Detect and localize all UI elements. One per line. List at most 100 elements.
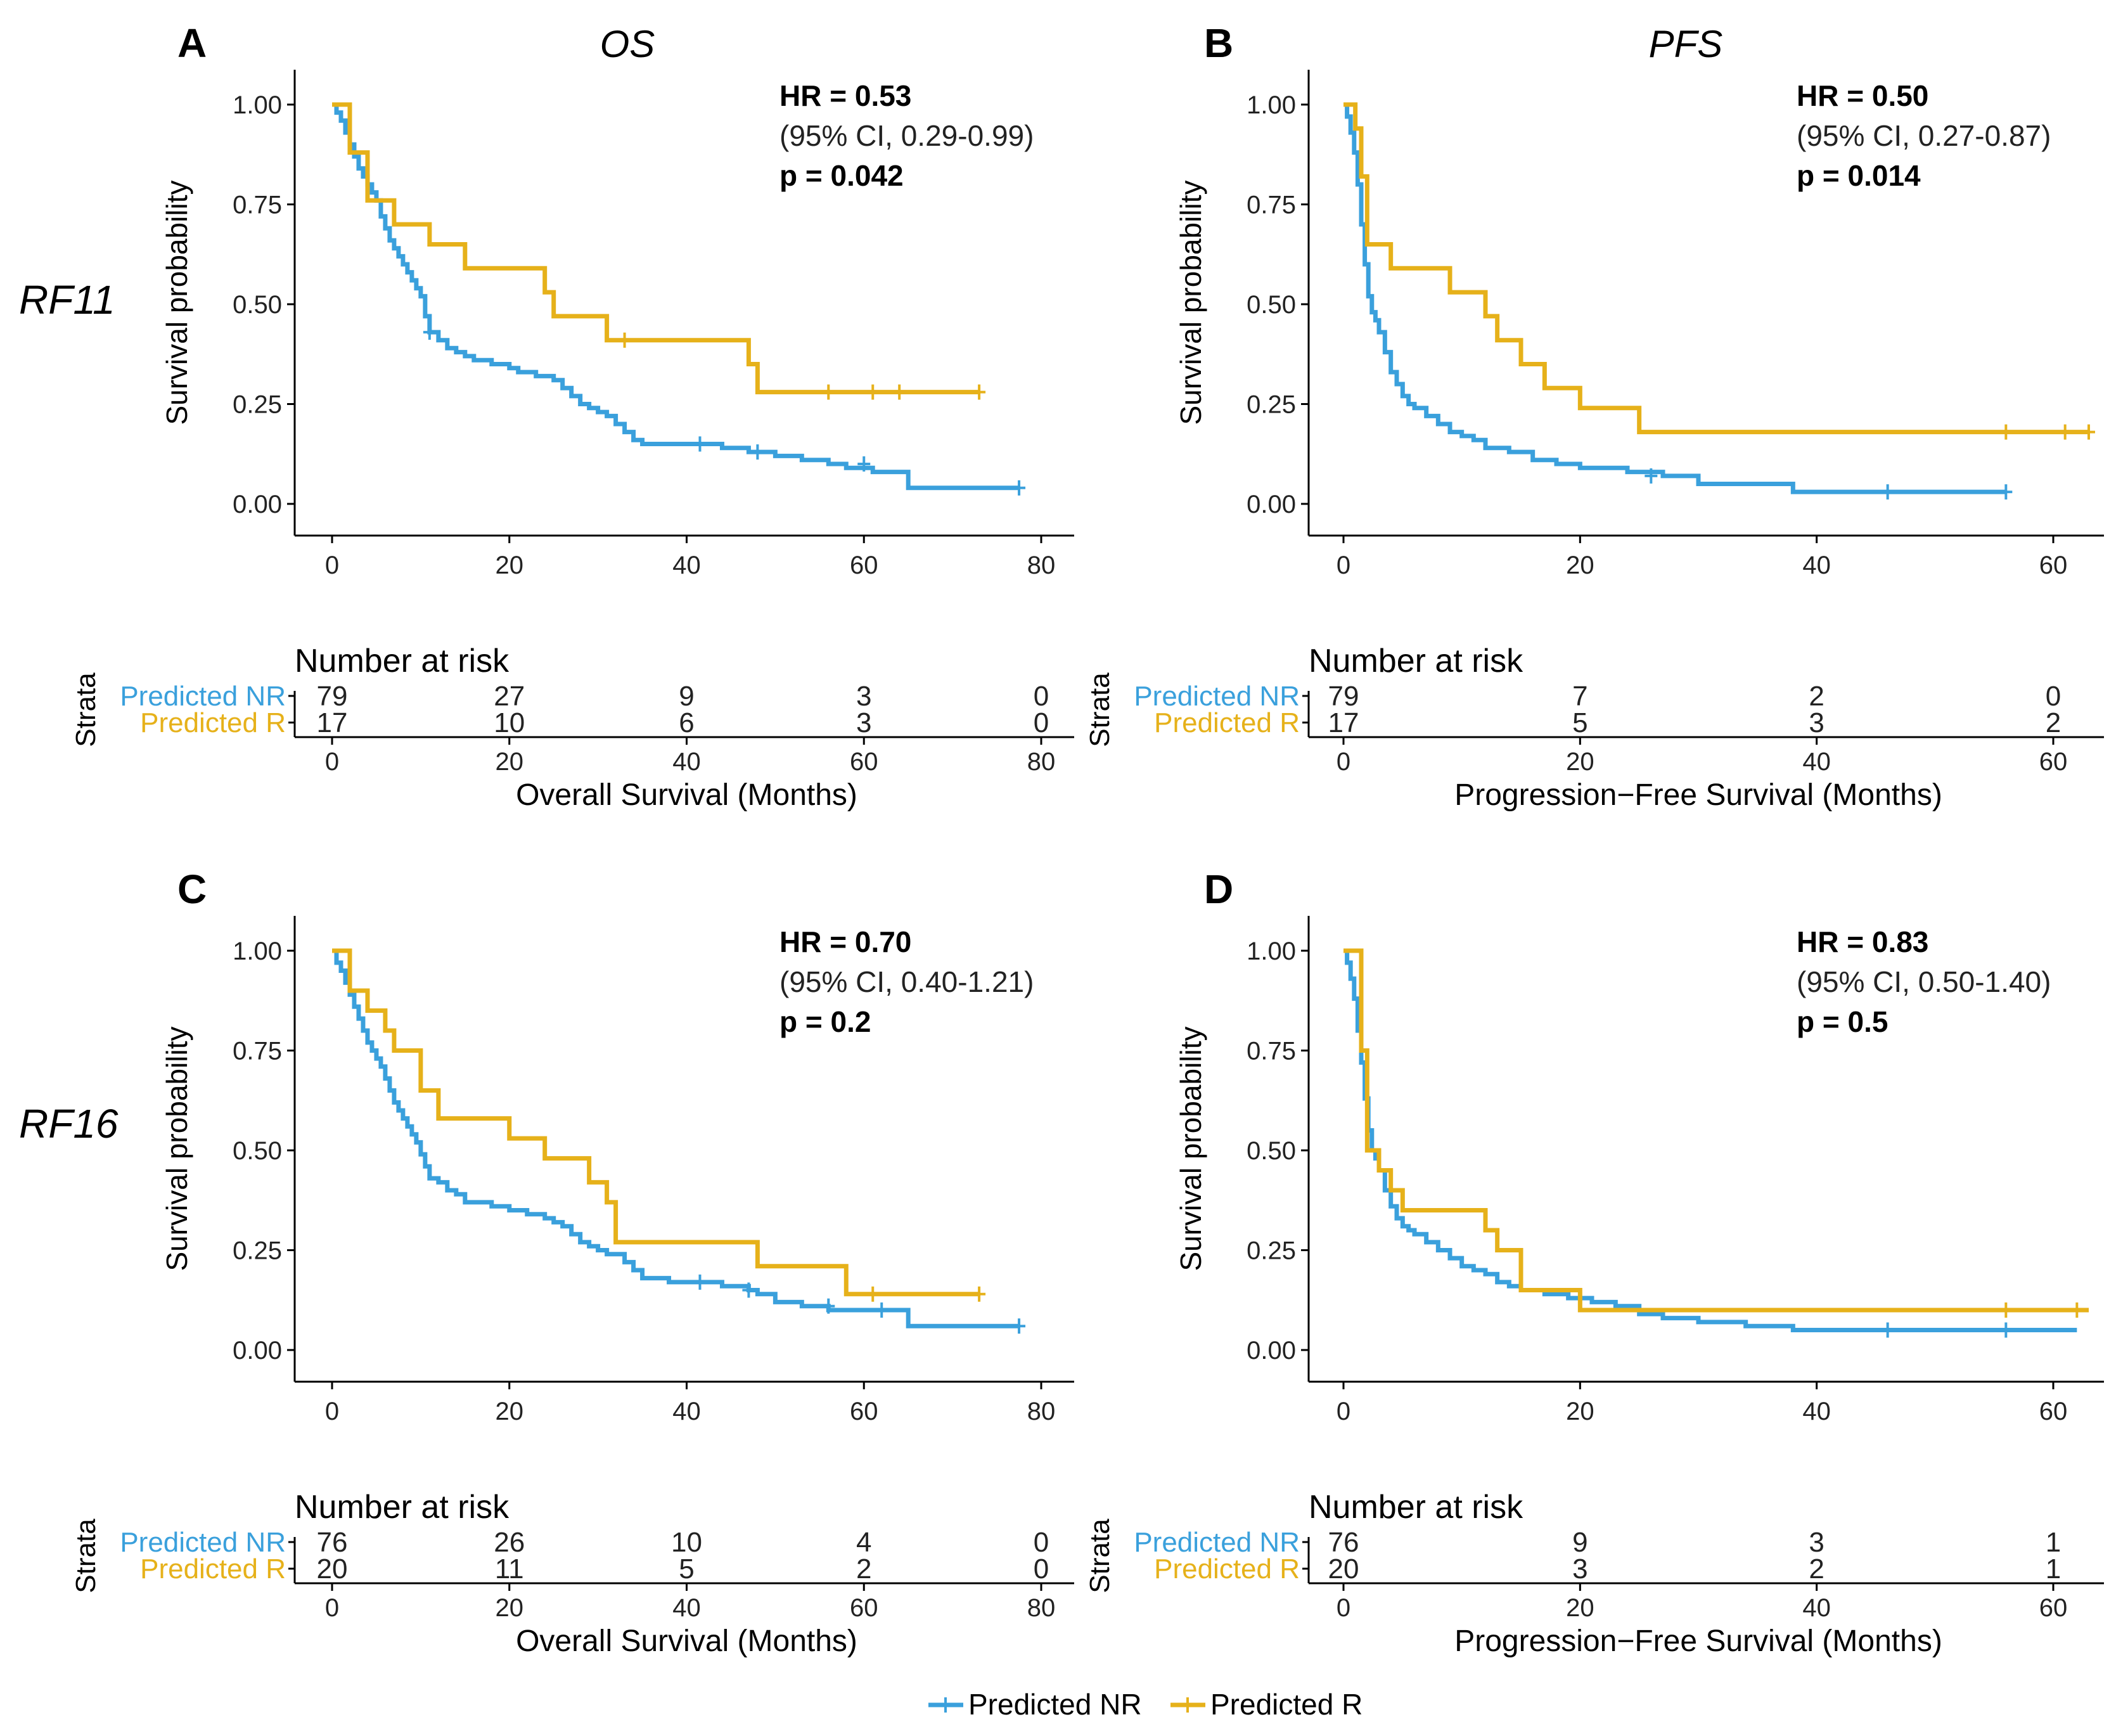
panel-b-x-tick-label: 0 (1337, 551, 1350, 579)
panel-c-risk-nr: 10 (671, 1527, 702, 1558)
col-title-pfs: PFS (1649, 23, 1723, 65)
panel-b-risk-x-tick-label: 20 (1566, 748, 1594, 776)
panel-a-y-label: Survival probability (160, 180, 193, 425)
panel-d-x-tick-label: 0 (1337, 1398, 1350, 1425)
panel-a-x-label: Overall Survival (Months) (516, 778, 857, 812)
panel-a-risk-nr: 0 (1034, 681, 1049, 712)
panel-d-y-tick-label: 0.50 (1247, 1137, 1296, 1165)
panel-a-y-tick-label: 0.75 (233, 191, 282, 219)
panel-d-letter: D (1204, 866, 1233, 912)
panel-c-risk-nr: 4 (856, 1527, 871, 1558)
panel-d-y-tick-label: 0.75 (1247, 1038, 1296, 1065)
panel-a-p-value: p = 0.042 (779, 159, 904, 192)
panel-a-x-tick-label: 80 (1027, 551, 1056, 579)
legend-r-label: Predicted R (1210, 1688, 1363, 1721)
panel-c-ci: (95% CI, 0.40-1.21) (779, 965, 1034, 998)
panel-b-letter: B (1204, 20, 1233, 66)
panel-c-strata-title: Strata (70, 1519, 101, 1593)
panel-b-curve-nr (1343, 102, 2006, 494)
panel-c-x-tick-label: 80 (1027, 1398, 1056, 1425)
panel-b-x-label: Progression−Free Survival (Months) (1454, 778, 1942, 812)
panel-c-x-tick-label: 0 (325, 1398, 339, 1425)
panel-d-risk-r: 3 (1572, 1553, 1587, 1585)
panel-c-x-tick-label: 40 (672, 1398, 701, 1425)
row-title-rf11: RF11 (19, 277, 115, 323)
panel-a-risk-nr: 27 (494, 681, 525, 712)
panel-c-x-tick-label: 60 (850, 1398, 878, 1425)
panel-c-risk-title: Number at risk (295, 1489, 510, 1526)
panel-b-x-tick-label: 20 (1566, 551, 1594, 579)
panel-d-x-tick-label: 60 (2039, 1398, 2068, 1425)
panel-c-risk-r: 2 (856, 1553, 871, 1585)
panel-a-risk-x-tick-label: 20 (496, 748, 524, 776)
panel-b-risk-nr: 79 (1328, 681, 1359, 712)
panel-c-y-label: Survival probability (160, 1026, 193, 1271)
panel-c-risk-nr: 76 (317, 1527, 348, 1558)
panel-b-y-tick-label: 0.00 (1247, 491, 1296, 518)
panel-d-x-label: Progression−Free Survival (Months) (1454, 1624, 1942, 1658)
panel-b-y-tick-label: 1.00 (1247, 91, 1296, 119)
panel-c-risk-nr: 0 (1034, 1527, 1049, 1558)
panel-b-risk-nr: 0 (2046, 681, 2061, 712)
panel-c-risk-r: 5 (679, 1553, 694, 1585)
panel-c-risk-nr: 26 (494, 1527, 525, 1558)
panel-d-strata-nr: Predicted NR (1134, 1527, 1300, 1558)
panel-a-risk-r: 6 (679, 707, 694, 738)
panel-d-risk-x-tick-label: 0 (1337, 1594, 1350, 1622)
panel-a-risk-x-tick-label: 40 (672, 748, 701, 776)
panel-a-risk-nr: 9 (679, 681, 694, 712)
panel-a-x-tick-label: 40 (672, 551, 701, 579)
panel-b-curve-r (1343, 102, 2089, 435)
panel-a-curve-r (332, 102, 980, 395)
panel-b-p-value: p = 0.014 (1797, 159, 1921, 192)
panel-d-risk-nr: 76 (1328, 1527, 1359, 1558)
panel-c-strata-nr: Predicted NR (120, 1527, 286, 1558)
panel-d-y-tick-label: 0.25 (1247, 1237, 1296, 1265)
panel-b-strata-r: Predicted R (1154, 707, 1300, 738)
panel-b-risk-title: Number at risk (1309, 643, 1523, 679)
panel-a-risk-x-tick-label: 80 (1027, 748, 1056, 776)
panel-d-risk-x-tick-label: 20 (1566, 1594, 1594, 1622)
panel-b-y-label: Survival probability (1174, 180, 1207, 425)
panel-b-strata-title: Strata (1084, 672, 1115, 747)
panel-c-y-tick-label: 0.75 (233, 1038, 282, 1065)
panel-d-ci: (95% CI, 0.50-1.40) (1797, 965, 2051, 998)
panel-d-risk-r: 1 (2046, 1553, 2061, 1585)
row-title-rf16: RF16 (19, 1101, 119, 1147)
panel-c-risk-r: 20 (317, 1553, 348, 1585)
panel-c-curve-nr (332, 948, 1020, 1328)
panel-a-risk-r: 17 (317, 707, 348, 738)
panel-a-y-tick-label: 0.00 (233, 491, 282, 518)
panel-c-y-tick-label: 0.00 (233, 1337, 282, 1365)
panel-c-p-value: p = 0.2 (779, 1005, 871, 1038)
panel-d-y-label: Survival probability (1174, 1026, 1207, 1271)
panel-d-risk-x-tick-label: 60 (2039, 1594, 2068, 1622)
panel-a-strata-r: Predicted R (140, 707, 286, 738)
panel-d-y-tick-label: 1.00 (1247, 937, 1296, 965)
panel-b-risk-nr: 2 (1809, 681, 1824, 712)
panel-b-x-tick-label: 60 (2039, 551, 2068, 579)
panel-c-curve-r (332, 948, 980, 1297)
panel-c-strata-r: Predicted R (140, 1553, 286, 1585)
panel-d-hr: HR = 0.83 (1797, 925, 1928, 958)
panel-d-p-value: p = 0.5 (1797, 1005, 1888, 1038)
panel-b-risk-x-tick-label: 40 (1802, 748, 1831, 776)
panel-b-y-tick-label: 0.25 (1247, 391, 1296, 419)
panel-d-strata-title: Strata (1084, 1519, 1115, 1593)
panel-d-curve-r (1343, 948, 2089, 1313)
panel-a-x-tick-label: 0 (325, 551, 339, 579)
panel-c-risk-r: 0 (1034, 1553, 1049, 1585)
panel-a-x-tick-label: 20 (496, 551, 524, 579)
legend-nr-label: Predicted NR (968, 1688, 1142, 1721)
panel-a-risk-r: 3 (856, 707, 871, 738)
panel-c-letter: C (177, 866, 207, 912)
col-title-os: OS (600, 23, 655, 65)
panel-a-y-tick-label: 0.50 (233, 291, 282, 319)
panel-b-risk-r: 2 (2046, 707, 2061, 738)
panel-d-x-tick-label: 40 (1802, 1398, 1831, 1425)
panel-c-risk-x-tick-label: 60 (850, 1594, 878, 1622)
panel-b-risk-r: 17 (1328, 707, 1359, 738)
panel-a-risk-r: 10 (494, 707, 525, 738)
panel-c-hr: HR = 0.70 (779, 925, 911, 958)
